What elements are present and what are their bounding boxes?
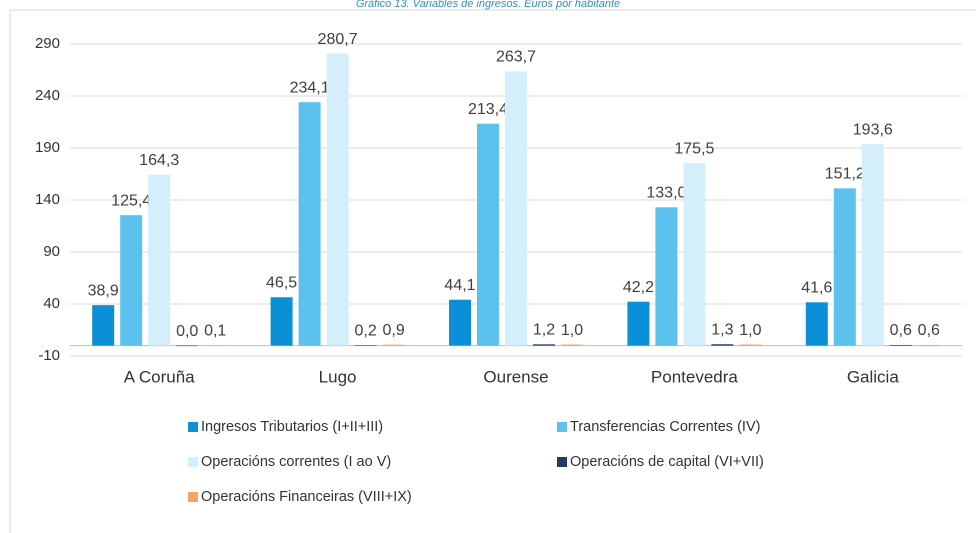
- y-tick-label: 190: [35, 139, 60, 156]
- bar: [298, 102, 321, 346]
- data-label: 1,0: [739, 322, 761, 339]
- x-tick-label: Lugo: [319, 367, 357, 386]
- data-label: 263,7: [496, 49, 536, 66]
- bar: [92, 305, 115, 346]
- bar: [176, 345, 199, 347]
- legend-label: Operacións Financeiras (VIII+IX): [201, 489, 412, 505]
- bar: [739, 344, 762, 346]
- data-label: 164,3: [139, 152, 179, 169]
- bar: [120, 215, 143, 346]
- data-label: 46,5: [266, 274, 297, 291]
- data-label: 42,2: [623, 279, 654, 296]
- bar: [917, 344, 940, 346]
- data-label: 213,4: [468, 101, 508, 118]
- legend-label: Ingresos Tributarios (I+II+III): [201, 419, 383, 435]
- bar: [326, 53, 349, 346]
- x-tick-label: Ourense: [483, 367, 548, 386]
- y-tick-label: 40: [43, 295, 60, 312]
- bar: [148, 174, 171, 346]
- data-label: 175,5: [674, 140, 714, 157]
- data-label: 0,6: [890, 322, 912, 339]
- bar: [711, 344, 734, 346]
- data-label: 0,9: [382, 322, 404, 339]
- y-tick-label: 290: [35, 35, 60, 52]
- bar: [533, 344, 555, 346]
- bar: [627, 301, 650, 346]
- data-label: 0,2: [354, 323, 376, 340]
- bar: [655, 207, 678, 346]
- bar: [805, 302, 828, 346]
- bar: [683, 163, 706, 346]
- bar: [889, 344, 912, 346]
- x-tick-label: A Coruña: [124, 367, 195, 386]
- y-tick-label: 140: [35, 191, 60, 208]
- data-label: 44,1: [444, 277, 475, 294]
- bar: [270, 297, 293, 346]
- legend-label: Operacións de capital (VI+VII): [570, 454, 764, 470]
- data-label: 193,6: [853, 121, 893, 138]
- bar: [354, 345, 377, 346]
- x-tick-label: Pontevedra: [651, 367, 738, 386]
- legend-swatch: [188, 492, 198, 502]
- bar: [449, 299, 471, 346]
- data-label: 1,2: [533, 322, 555, 339]
- legend-label: Transferencias Correntes (IV): [570, 419, 760, 435]
- legend-swatch: [188, 457, 198, 467]
- chart-border: [9, 9, 976, 533]
- data-label: 0,1: [204, 323, 226, 340]
- data-label: 234,1: [290, 79, 330, 96]
- bar: [505, 71, 527, 346]
- bar: [861, 144, 884, 346]
- data-label: 1,3: [711, 321, 733, 338]
- data-label: 125,4: [111, 192, 151, 209]
- bar: [382, 344, 405, 346]
- x-tick-label: Galicia: [847, 367, 900, 386]
- chart-title: Gráfico 13. Variables de ingresos. Euros…: [356, 0, 620, 10]
- legend-label: Operacións correntes (I ao V): [201, 454, 391, 470]
- bar: [561, 344, 583, 346]
- data-label: 133,0: [646, 184, 686, 201]
- y-tick-label: 90: [43, 243, 60, 260]
- legend-swatch: [188, 422, 198, 432]
- bar: [204, 345, 227, 346]
- data-label: 0,0: [176, 323, 198, 340]
- bar: [477, 123, 499, 346]
- data-label: 1,0: [561, 322, 583, 339]
- data-label: 0,6: [918, 322, 940, 339]
- y-tick-label: -10: [38, 347, 60, 364]
- legend-swatch: [557, 457, 567, 467]
- data-label: 151,2: [825, 166, 865, 183]
- data-label: 41,6: [801, 280, 832, 297]
- data-label: 280,7: [318, 31, 358, 48]
- legend-swatch: [557, 422, 567, 432]
- data-label: 38,9: [88, 282, 119, 299]
- y-tick-label: 240: [35, 87, 60, 104]
- bar: [833, 188, 856, 346]
